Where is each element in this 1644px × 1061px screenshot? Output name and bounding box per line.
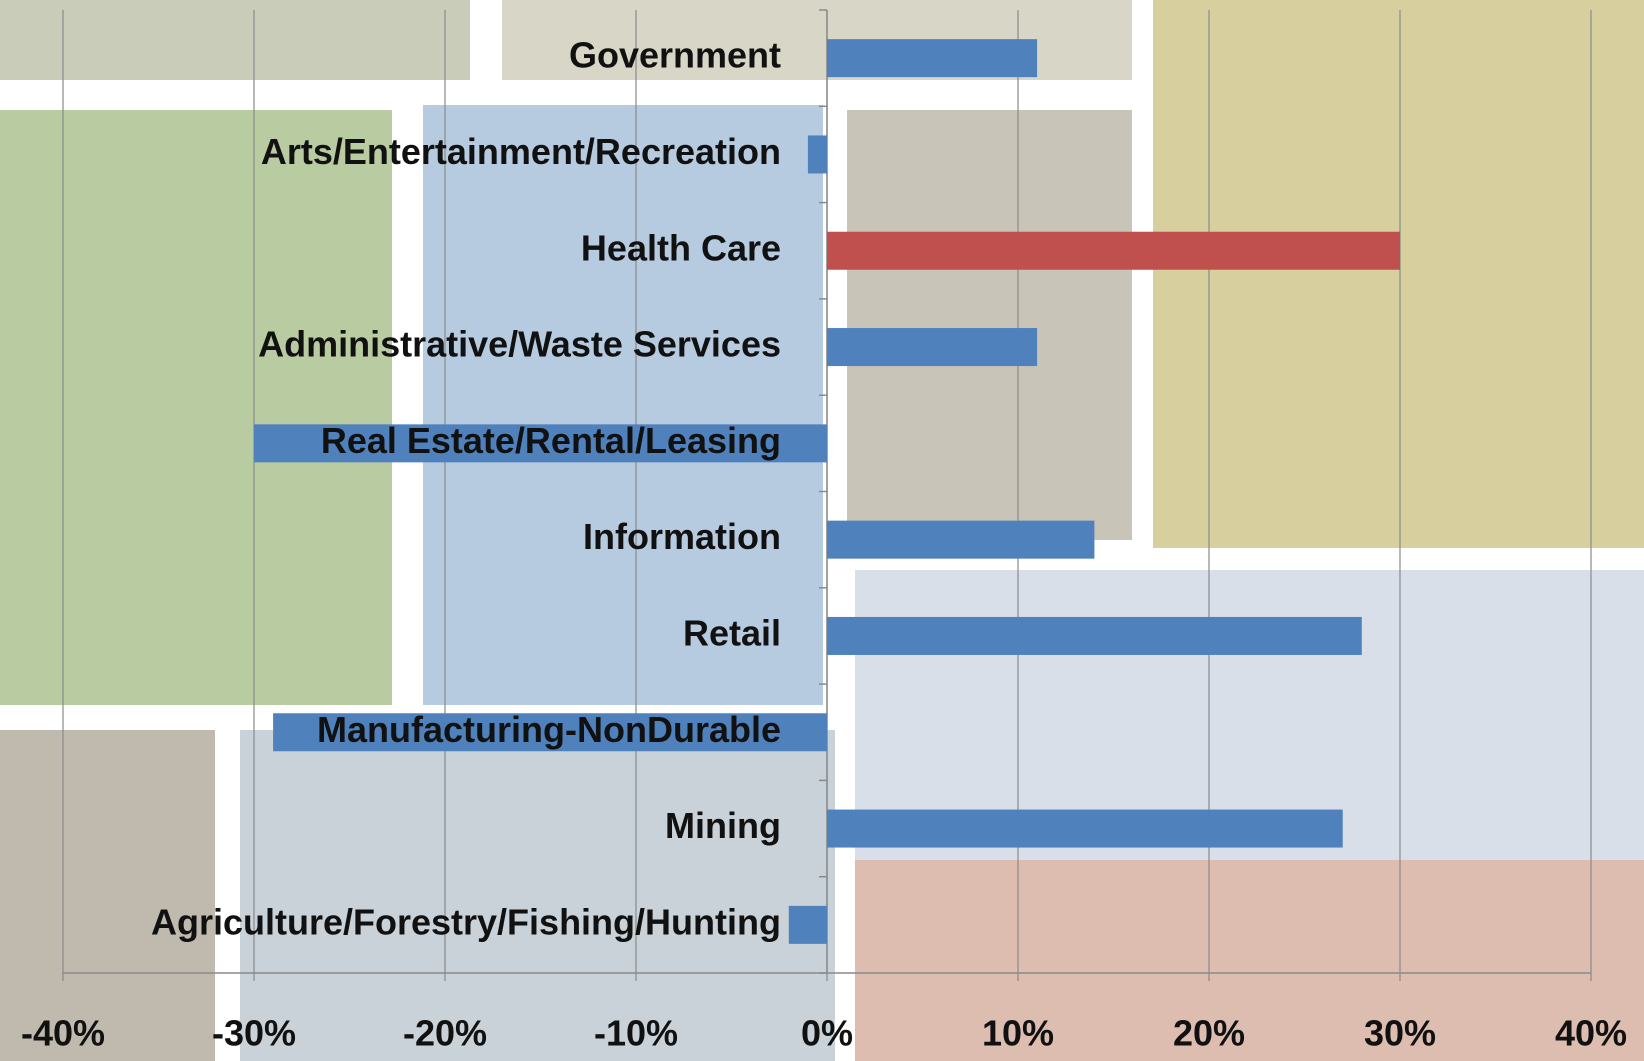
y-tick-label: Real Estate/Rental/Leasing: [321, 420, 781, 461]
plot-area: -40% -30% -20% -10% 0% 10% 20% 30% 40% Government…: [21, 9, 1627, 1054]
bar: [827, 231, 1400, 270]
y-tick-label: Mining: [665, 805, 781, 846]
bar: [827, 616, 1362, 655]
bar: [807, 135, 827, 174]
bar: [827, 520, 1095, 559]
bar: [827, 328, 1038, 367]
y-tick-label: Health Care: [581, 227, 781, 268]
x-tick-label: -30%: [212, 1013, 296, 1054]
bar: [827, 39, 1038, 78]
x-tick-label: 0%: [801, 1013, 853, 1054]
y-tick-label: Government: [569, 35, 781, 76]
y-tick-label: Arts/Entertainment/Recreation: [261, 131, 781, 172]
x-tick-label: -10%: [594, 1013, 678, 1054]
bar: [788, 905, 827, 944]
y-tick-label: Information: [583, 516, 781, 557]
x-tick-label: 20%: [1173, 1013, 1245, 1054]
bar: [827, 809, 1343, 848]
bar: [273, 713, 828, 752]
y-tick-label: Agriculture/Forestry/Fishing/Hunting: [151, 901, 781, 942]
y-tick-label: Manufacturing-NonDurable: [317, 709, 781, 750]
y-tick-label: Retail: [683, 612, 781, 653]
x-tick-label: 40%: [1555, 1013, 1627, 1054]
x-tick-label: -20%: [403, 1013, 487, 1054]
bar: [254, 424, 827, 463]
x-tick-label: -40%: [21, 1013, 105, 1054]
y-tick-label: Administrative/Waste Services: [258, 324, 781, 365]
x-tick-label: 30%: [1364, 1013, 1436, 1054]
x-tick-label: 10%: [982, 1013, 1054, 1054]
